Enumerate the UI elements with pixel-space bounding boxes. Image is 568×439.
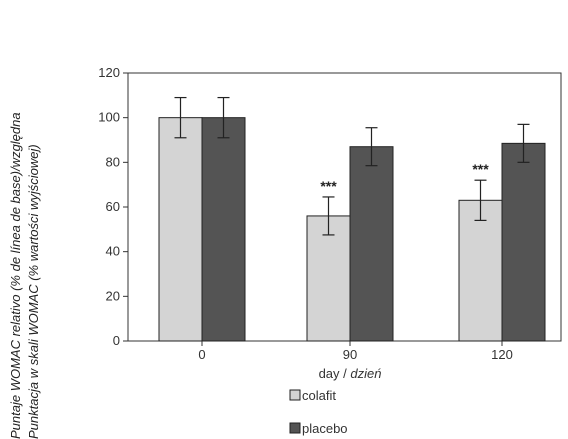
bar-placebo-120: [501, 142, 546, 342]
y-tick-label: 40: [106, 244, 120, 259]
bar-placebo-90: [349, 146, 394, 342]
bar-colafit-0: [158, 117, 203, 342]
x-tick-label: 120: [491, 347, 513, 362]
x-tick-label: 0: [198, 347, 205, 362]
y-tick-label: 60: [106, 199, 120, 214]
y-axis-label-line: Puntaje WOMAC relativo (% de línea de ba…: [8, 112, 23, 439]
y-tick-label: 20: [106, 288, 120, 303]
legend-swatch-placebo: [289, 422, 301, 434]
legend-label-placebo: placebo: [302, 421, 348, 436]
legend-swatch-colafit: [289, 389, 301, 401]
y-tick-label: 0: [113, 333, 120, 348]
bar-colafit-120: [458, 199, 503, 342]
significance-marker: ***: [320, 178, 337, 194]
legend-label-colafit: colafit: [302, 388, 336, 403]
y-tick-label: 120: [98, 65, 120, 80]
bar-placebo-0: [201, 117, 246, 342]
x-tick-label: 90: [343, 347, 357, 362]
x-axis-label: day / dzień: [319, 366, 382, 381]
y-tick-label: 80: [106, 154, 120, 169]
y-tick-label: 100: [98, 110, 120, 125]
y-axis-label-line: Punktacja w skali WOMAC (% wartości wyjś…: [26, 144, 41, 439]
significance-marker: ***: [472, 161, 489, 177]
